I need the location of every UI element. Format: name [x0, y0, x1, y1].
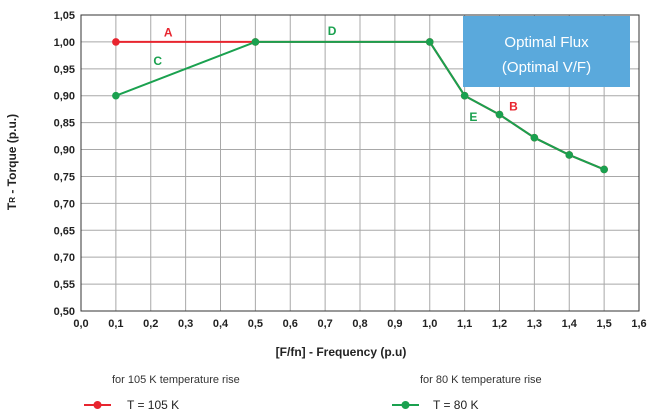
legend-note-80: for 80 K temperature rise — [420, 374, 542, 386]
data-point-80 — [425, 38, 434, 46]
annotation-label: B — [509, 99, 518, 113]
annotation-label: D — [328, 24, 337, 38]
legend-marker-80-dot — [401, 401, 410, 409]
y-tick-label: 0,75 — [54, 171, 75, 183]
series-line-80 — [115, 40, 605, 171]
x-tick-label: 0,0 — [73, 318, 88, 330]
info-box-background — [463, 16, 630, 87]
plot-frame — [80, 14, 640, 312]
y-tick-labels: 1,05 1,00 0,95 0,90 0,85 0,90 0,75 0,70 0,65 0,70… — [54, 10, 75, 318]
series-lines — [115, 40, 605, 171]
x-tick-label: 0,4 — [213, 318, 229, 330]
data-point-80 — [460, 91, 469, 100]
x-tick-label: 0,8 — [352, 318, 367, 330]
y-tick-label: 0,95 — [54, 64, 75, 76]
x-tick-label: 1,0 — [422, 318, 437, 330]
legend-marker-105-dot — [93, 401, 102, 409]
info-box-line1: Optimal Flux — [504, 34, 589, 51]
y-axis-title: TR - Torque (p.u.) — [5, 114, 19, 210]
annotation-label: C — [153, 54, 162, 68]
y-tick-label: 0,85 — [54, 118, 75, 130]
legend: for 105 K temperature rise for 80 K temp… — [84, 374, 542, 412]
data-point-80 — [112, 91, 120, 100]
legend-label-105: T = 105 K — [127, 398, 179, 412]
y-tick-label: 0,50 — [54, 306, 75, 318]
x-tick-label: 1,1 — [457, 318, 472, 330]
annotations: A B C D E — [153, 24, 518, 124]
y-tick-label: 0,70 — [54, 198, 75, 210]
annotation-label: E — [469, 110, 477, 124]
data-point-105 — [112, 38, 120, 46]
info-box: Optimal Flux (Optimal V/F) — [463, 16, 630, 87]
x-tick-label: 0,7 — [317, 318, 332, 330]
x-tick-label: 0,6 — [283, 318, 298, 330]
x-tick-label: 0,9 — [387, 318, 402, 330]
x-axis-title: [F/fn] - Frequency (p.u) — [276, 345, 407, 359]
x-tick-label: 0,5 — [248, 318, 263, 330]
x-tick-label: 0,1 — [108, 318, 123, 330]
series-points — [112, 38, 608, 174]
y-tick-label: 0,65 — [54, 225, 75, 237]
x-tick-labels: 0,0 0,1 0,2 0,3 0,4 0,5 0,6 0,7 0,8 0,9 1,0 1,1 1,2 1… — [73, 318, 646, 330]
x-tick-label: 1,2 — [492, 318, 507, 330]
data-point-80 — [530, 133, 539, 142]
data-point-80 — [495, 110, 504, 119]
y-tick-label: 0,55 — [54, 279, 75, 291]
y-tick-label: 0,70 — [54, 252, 75, 264]
y-tick-label: 0,90 — [54, 145, 75, 157]
x-tick-label: 1,4 — [562, 318, 578, 330]
y-axis-title-main: T — [5, 202, 19, 210]
y-axis-title-subscript: R — [8, 197, 17, 203]
info-box-line2: (Optimal V/F) — [502, 59, 591, 76]
data-point-80 — [251, 38, 260, 46]
x-tick-label: 1,5 — [596, 318, 611, 330]
data-point-80 — [565, 151, 574, 159]
data-point-80 — [600, 165, 608, 174]
x-tick-label: 0,3 — [178, 318, 193, 330]
annotation-label: A — [164, 26, 173, 40]
legend-label-80: T = 80 K — [433, 398, 478, 412]
x-tick-label: 1,3 — [527, 318, 542, 330]
y-tick-label: 1,00 — [54, 37, 75, 49]
x-tick-label: 0,2 — [143, 318, 158, 330]
y-tick-label: 1,05 — [54, 10, 75, 22]
x-tick-label: 1,6 — [631, 318, 646, 330]
legend-note-105: for 105 K temperature rise — [112, 374, 240, 386]
y-tick-label: 0,90 — [54, 91, 75, 103]
y-axis-title-rest: - Torque (p.u.) — [5, 114, 19, 197]
